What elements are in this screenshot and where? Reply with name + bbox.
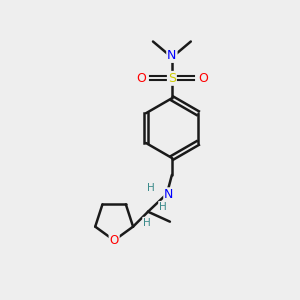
- Text: S: S: [168, 72, 176, 85]
- Text: H: H: [147, 183, 155, 193]
- Text: H: H: [143, 218, 151, 228]
- Text: O: O: [198, 72, 208, 85]
- Text: O: O: [136, 72, 146, 85]
- Text: O: O: [110, 234, 119, 247]
- Text: N: N: [164, 188, 174, 201]
- Text: N: N: [167, 49, 177, 62]
- Text: H: H: [159, 202, 167, 212]
